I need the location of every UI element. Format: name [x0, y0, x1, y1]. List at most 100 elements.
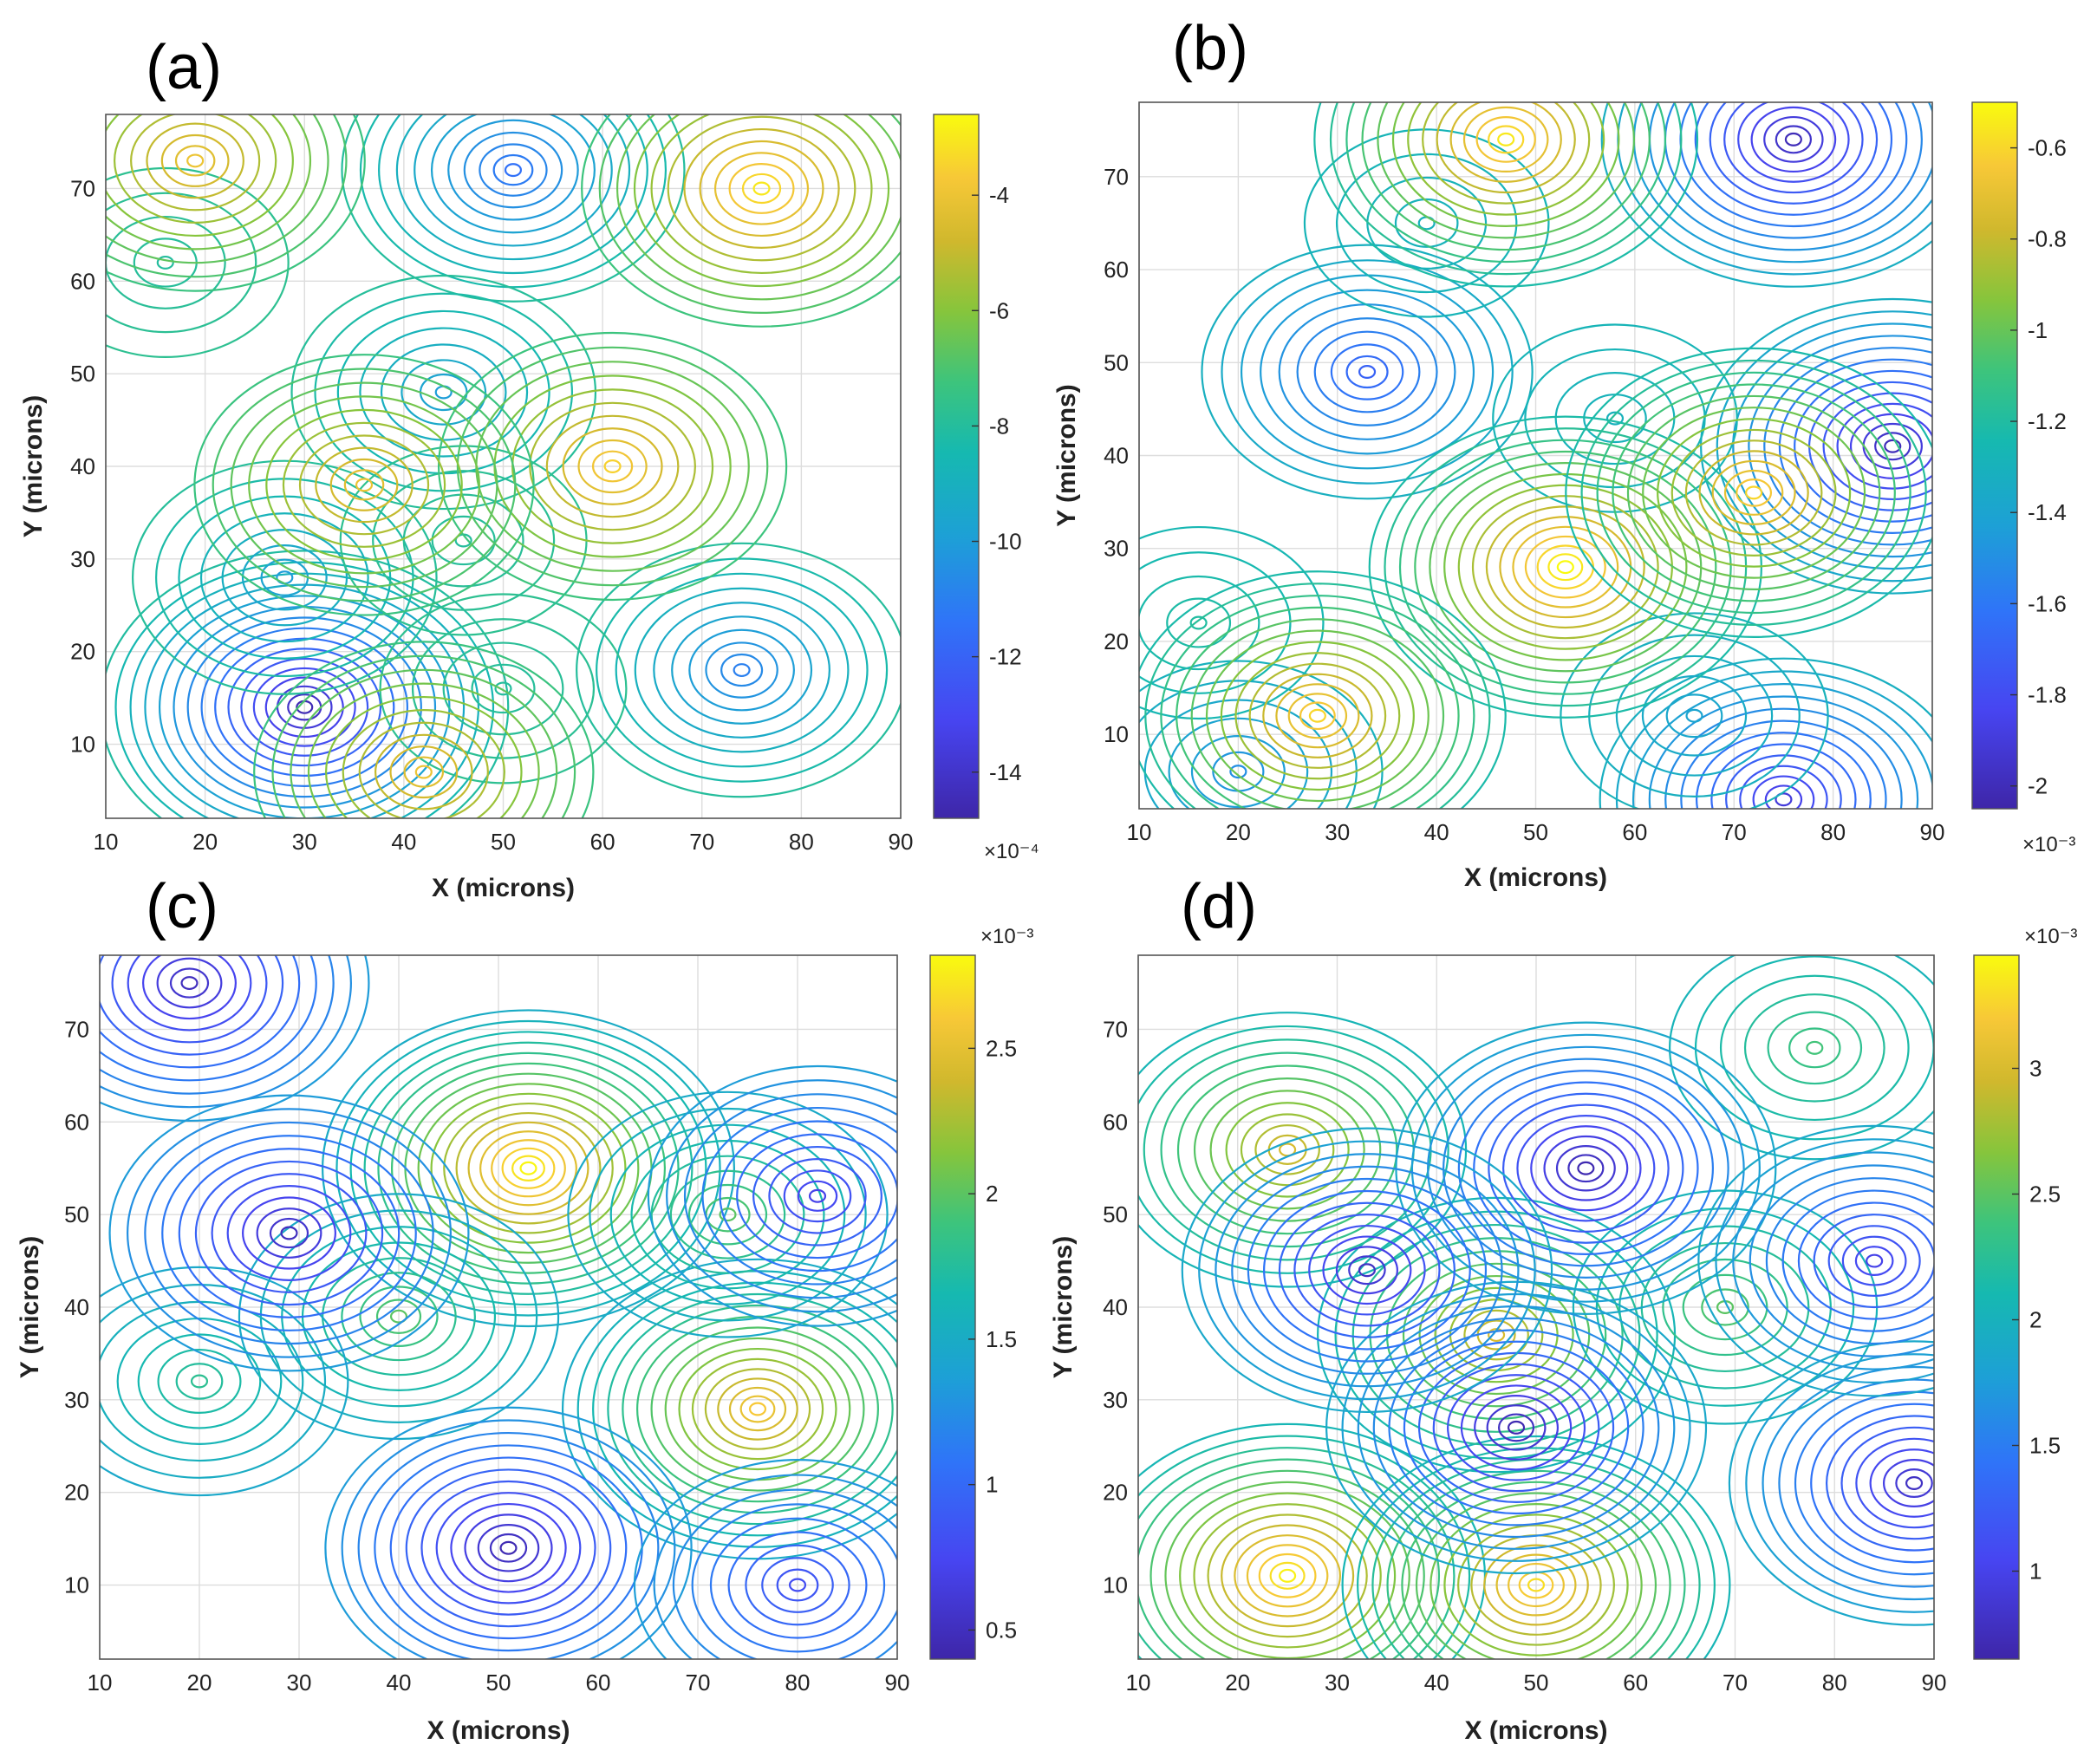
colorbar-multiplier: ×10⁻³ — [2024, 925, 2077, 948]
contour-line — [1595, 1207, 1855, 1407]
contour-line — [615, 572, 869, 768]
colorbar-tick-label: 2 — [986, 1181, 998, 1207]
contour-line — [378, 114, 648, 275]
contour-line — [1168, 717, 1309, 809]
y-tick-label: 50 — [64, 1201, 89, 1227]
contour-line — [1193, 1503, 1382, 1649]
contour-line — [1262, 673, 1373, 758]
contour-line — [1258, 1552, 1317, 1598]
contour-line — [1778, 1378, 1934, 1588]
contour-line — [175, 1363, 224, 1400]
x-tick-label: 50 — [1524, 1670, 1549, 1696]
x-tick-label: 70 — [1722, 819, 1747, 845]
contour-line — [1278, 1201, 1456, 1338]
contour-line — [1784, 132, 1802, 146]
x-tick-label: 40 — [391, 829, 416, 855]
contour-line — [1495, 1553, 1577, 1617]
contour-line — [607, 1292, 897, 1526]
contour-line — [1685, 708, 1703, 723]
contour-line — [106, 114, 366, 292]
panel-a-plot: 10 20 30 40 50 60 70 80 90 10 20 30 40 50 60 70 X (micro… — [19, 114, 1039, 902]
panel-c-letter: (c) — [146, 872, 218, 941]
contour-line — [1335, 1246, 1398, 1295]
contour-line — [1475, 116, 1536, 163]
contour-line — [1711, 459, 1796, 525]
contour-line — [727, 1531, 868, 1639]
contour-line — [1313, 330, 1421, 413]
contour-line — [1351, 1223, 1641, 1447]
colorbar-tick-label: -10 — [989, 529, 1022, 555]
contour-maximum — [253, 641, 595, 818]
contour-line — [437, 331, 788, 602]
contour-line — [1391, 102, 1620, 227]
contour-line — [377, 1051, 680, 1285]
colorbar-tick-label: -1 — [2028, 317, 2048, 343]
contour-line — [157, 1348, 242, 1414]
contour-line — [1762, 1365, 1934, 1601]
contour-line — [401, 359, 487, 426]
contour-maximum — [1317, 1196, 1677, 1474]
contour-line — [1626, 394, 1881, 590]
contour-line — [190, 1374, 209, 1389]
contour-line — [1457, 1070, 1715, 1267]
contour-line — [106, 114, 329, 264]
x-tick-label: 20 — [192, 829, 218, 855]
contour-line — [666, 1079, 897, 1313]
contour-line — [1401, 1481, 1671, 1659]
contour-line — [417, 1083, 640, 1254]
contour-line — [1680, 719, 1887, 809]
contour-line — [1138, 1435, 1471, 1659]
contour-line — [776, 1568, 819, 1602]
contour-maximum — [1341, 1435, 1731, 1659]
contour-line — [1334, 1210, 1658, 1460]
contour-line — [1313, 102, 1699, 288]
y-tick-label: 60 — [64, 1109, 89, 1135]
contour-line — [1275, 683, 1360, 749]
axes-box — [1137, 954, 1935, 1660]
contour-line — [359, 1286, 439, 1347]
contour-line — [720, 653, 764, 687]
x-axis-label: X (microns) — [1464, 1716, 1607, 1745]
x-tick-label: 30 — [287, 1670, 312, 1696]
contour-line — [672, 1488, 897, 1659]
contour-line — [137, 1333, 262, 1429]
contour-line — [271, 654, 576, 818]
contour-line — [1752, 775, 1815, 809]
contour-line — [1345, 102, 1667, 264]
contour-line — [609, 1123, 846, 1305]
contour-line — [443, 1102, 614, 1234]
contour-line — [1788, 1027, 1841, 1069]
contour-line — [633, 114, 890, 288]
contour-line — [375, 1299, 422, 1334]
contour-line — [1143, 1038, 1432, 1261]
contour-line — [1139, 570, 1507, 809]
contour-line — [1246, 1544, 1329, 1608]
contour-line — [1737, 102, 1850, 183]
contour-line — [596, 557, 889, 783]
contour-line — [329, 458, 399, 511]
x-tick-label: 30 — [1325, 1670, 1350, 1696]
contour-line — [691, 1357, 824, 1461]
contour-line — [430, 114, 596, 234]
contour-line — [111, 955, 268, 1044]
contour-line — [1710, 743, 1857, 809]
contour-line — [1822, 392, 1932, 501]
contour-line — [1615, 654, 1774, 777]
y-tick-label: 40 — [64, 1294, 89, 1320]
contour-line — [1905, 1476, 1924, 1490]
contour-minimum — [1139, 526, 1325, 720]
contour-line — [214, 637, 395, 778]
colorbar-multiplier: ×10⁻³ — [2022, 833, 2075, 856]
contour-line — [464, 1513, 553, 1583]
contour-line — [687, 1183, 768, 1246]
x-tick-label: 50 — [1523, 819, 1548, 845]
x-tick-label: 90 — [1922, 1670, 1947, 1696]
contour-line — [1422, 102, 1591, 205]
contour-line — [701, 1106, 897, 1286]
contour-line — [161, 1135, 417, 1331]
contour-line — [1547, 553, 1584, 582]
colorbar-tick-label: -8 — [989, 413, 1009, 439]
colorbar-tick-label: -4 — [989, 182, 1009, 208]
y-tick-label: 50 — [70, 361, 95, 387]
axes-box — [1138, 101, 1933, 810]
